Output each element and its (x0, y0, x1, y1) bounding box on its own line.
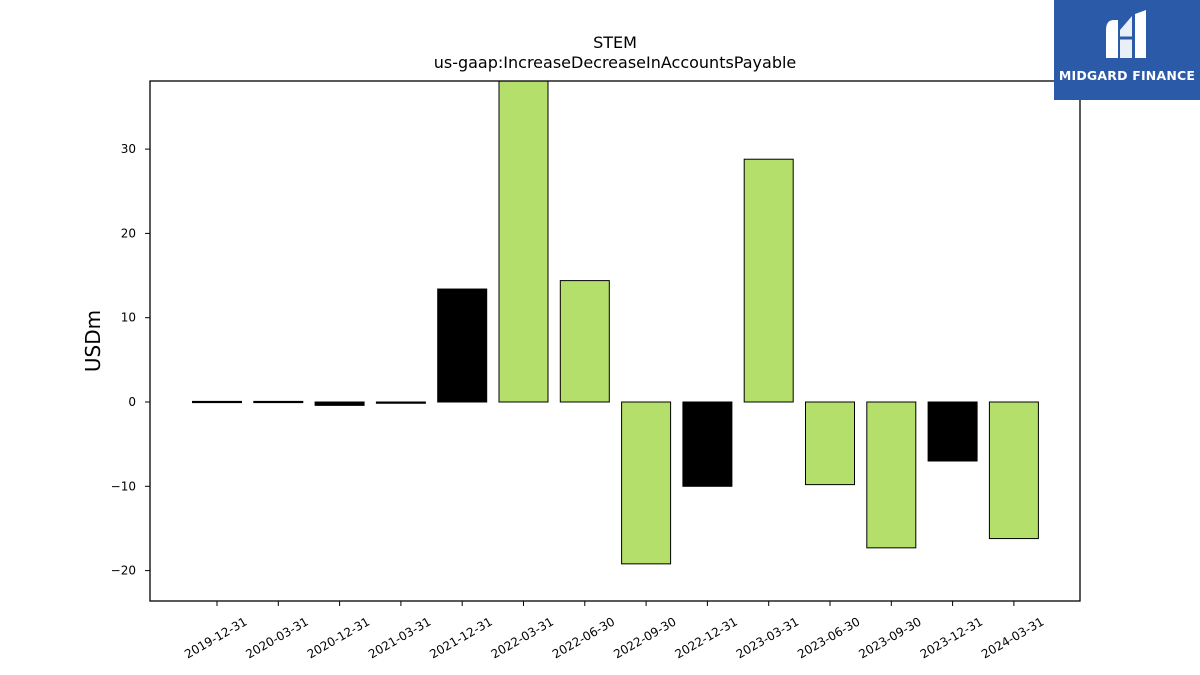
y-tick-label: 20 (121, 226, 136, 240)
bar-series (192, 80, 1039, 565)
midgard-logo-icon (1106, 10, 1146, 58)
y-tick-label: −10 (111, 479, 136, 493)
x-tick-label: 2024-03-31 (979, 614, 1046, 661)
logo-text: MIDGARD FINANCE (1058, 68, 1196, 83)
x-tick-label: 2022-09-30 (611, 614, 678, 661)
x-tick-label: 2022-12-31 (672, 614, 739, 661)
bar-2022-09-30 (621, 401, 672, 565)
x-tick-label: 2019-12-31 (182, 614, 249, 661)
y-tick-label: 30 (121, 142, 136, 156)
x-tick-label: 2020-12-31 (305, 614, 372, 661)
bar-2022-12-31 (682, 401, 733, 487)
x-tick-label: 2023-09-30 (856, 614, 923, 661)
x-tick-label: 2023-06-30 (795, 614, 862, 661)
y-axis-label: USDm (81, 310, 105, 372)
bar-2023-03-31 (743, 158, 794, 403)
plot-frame (149, 80, 1081, 602)
bar-2023-06-30 (805, 401, 855, 486)
x-tick-label: 2023-12-31 (918, 614, 985, 661)
x-tick-label: 2022-03-31 (489, 614, 556, 661)
x-axis-ticks: 2019-12-312020-03-312020-12-312021-03-31… (182, 601, 1046, 661)
x-tick-label: 2020-03-31 (243, 614, 310, 661)
y-axis-ticks: −20 −10 0 10 20 30 (111, 142, 150, 578)
bar-2020-12-31 (314, 401, 365, 406)
x-tick-label: 2022-06-30 (550, 614, 617, 661)
y-tick-label: 10 (121, 311, 136, 325)
x-tick-label: 2023-03-31 (734, 614, 801, 661)
bar-2023-09-30 (866, 401, 917, 549)
x-tick-label: 2021-03-31 (366, 614, 433, 661)
y-tick-label: −20 (111, 564, 136, 578)
bar-2022-06-30 (559, 280, 610, 403)
y-tick-label: 0 (128, 395, 136, 409)
bar-2022-03-31 (498, 80, 549, 403)
midgard-logo: MIDGARD FINANCE (1054, 0, 1200, 100)
chart-title: STEM (593, 33, 637, 52)
bar-2019-12-31 (192, 400, 242, 404)
bar-2023-12-31 (927, 401, 978, 462)
bar-2020-03-31 (253, 400, 304, 404)
bar-2021-12-31 (437, 288, 488, 403)
x-tick-label: 2021-12-31 (427, 614, 494, 661)
bar-2024-03-31 (988, 401, 1039, 540)
chart-subtitle: us-gaap:IncreaseDecreaseInAccountsPayabl… (434, 53, 797, 72)
bar-2021-03-31 (375, 401, 426, 404)
